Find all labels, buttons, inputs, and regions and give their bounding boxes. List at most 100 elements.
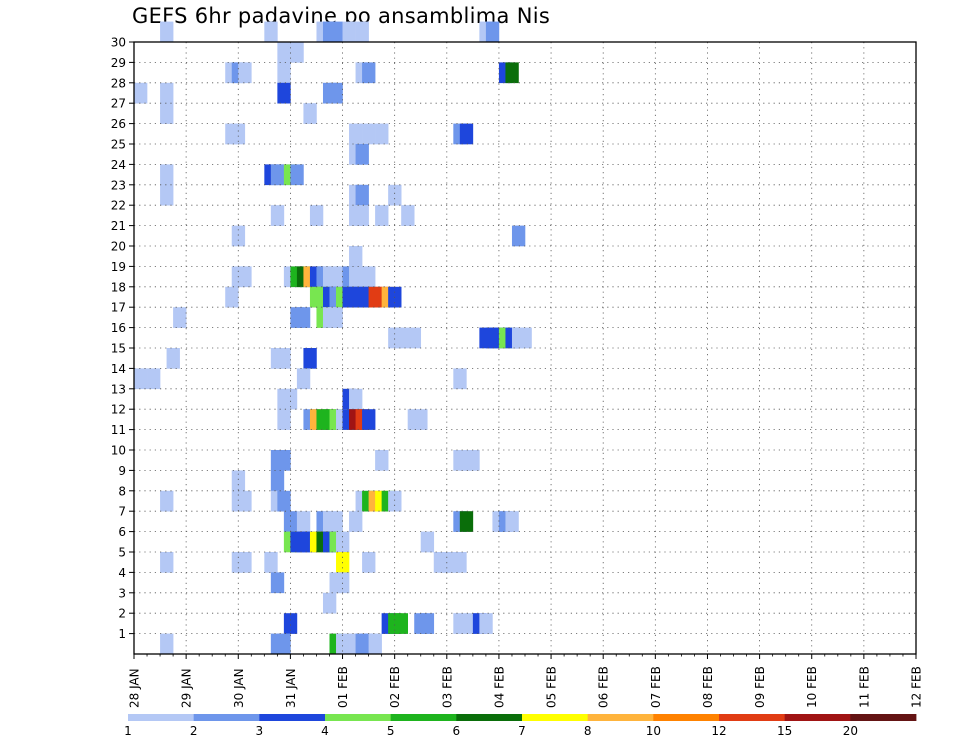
y-tick-label: 14 bbox=[111, 362, 126, 376]
heatmap-cell bbox=[296, 368, 311, 390]
legend-swatch bbox=[719, 714, 786, 721]
color-legend: 1 2 3 4 5 6 7 8 10 12 15 20 bbox=[124, 714, 917, 738]
y-tick-label: 20 bbox=[111, 240, 126, 254]
heatmap-cell bbox=[511, 225, 526, 247]
heatmap-cell bbox=[296, 511, 311, 532]
heatmap-cell bbox=[342, 21, 356, 43]
heatmap-cell bbox=[160, 633, 174, 655]
y-tick-label: 15 bbox=[111, 342, 126, 356]
y-tick-label: 26 bbox=[111, 117, 126, 131]
y-tick-label: 4 bbox=[118, 566, 126, 580]
heatmap-cell bbox=[270, 572, 285, 594]
heatmap-cell bbox=[166, 348, 180, 369]
heatmap-cell bbox=[505, 62, 519, 84]
legend-swatch bbox=[456, 714, 523, 721]
heatmap-cell bbox=[414, 409, 428, 430]
heatmap-cell bbox=[238, 552, 252, 573]
legend-label: 20 bbox=[843, 724, 858, 738]
y-tick-label: 27 bbox=[111, 97, 126, 111]
heatmap-cell bbox=[518, 327, 532, 349]
heatmap-cell bbox=[277, 82, 291, 104]
heatmap-cell bbox=[394, 613, 408, 634]
x-tick-label: 02 FEB bbox=[388, 666, 402, 708]
y-tick-label: 24 bbox=[111, 158, 126, 172]
heatmap-cell bbox=[160, 21, 174, 43]
legend-label: 8 bbox=[584, 724, 592, 738]
heatmap-cell bbox=[134, 368, 148, 390]
heatmap-cell bbox=[303, 348, 317, 369]
heatmap-cell bbox=[394, 327, 408, 349]
x-tick-label: 29 JAN bbox=[180, 668, 194, 708]
heatmap-cell bbox=[322, 592, 337, 614]
heatmap-cell bbox=[401, 205, 415, 226]
heatmap-cell bbox=[147, 368, 161, 390]
legend-label: 5 bbox=[387, 724, 395, 738]
heatmap-cell bbox=[277, 409, 291, 430]
y-tick-label: 9 bbox=[118, 464, 126, 478]
heatmap-cell bbox=[270, 470, 285, 492]
heatmap-cell bbox=[264, 552, 278, 573]
heatmap-cell bbox=[290, 164, 304, 186]
heatmap-cell bbox=[453, 613, 467, 634]
heatmap-cell bbox=[160, 103, 174, 124]
heatmap-cell bbox=[277, 633, 291, 655]
heatmap-cell bbox=[264, 21, 278, 43]
x-tick-label: 30 JAN bbox=[232, 668, 246, 708]
y-tick-label: 18 bbox=[111, 280, 126, 294]
x-tick-label: 09 FEB bbox=[753, 666, 767, 708]
heatmap-cell bbox=[453, 552, 467, 573]
heatmap-cell bbox=[505, 511, 519, 532]
x-tick-label: 07 FEB bbox=[649, 666, 663, 708]
y-tick-label: 28 bbox=[111, 76, 126, 90]
heatmap-cell bbox=[329, 511, 343, 532]
heatmap-cell bbox=[309, 205, 324, 226]
heatmap-cell bbox=[355, 205, 369, 226]
y-tick-label: 22 bbox=[111, 199, 126, 213]
legend-swatch bbox=[522, 714, 589, 721]
legend-swatch bbox=[259, 714, 326, 721]
y-tick-label: 11 bbox=[111, 423, 126, 437]
heatmap-cell bbox=[160, 82, 174, 104]
heatmap-cell bbox=[277, 62, 291, 84]
x-tick-label: 01 FEB bbox=[336, 666, 350, 708]
x-tick-label: 06 FEB bbox=[597, 666, 611, 708]
heatmap-cell bbox=[173, 307, 187, 328]
x-tick-label: 08 FEB bbox=[701, 666, 715, 708]
grid-lines bbox=[134, 42, 916, 654]
x-tick-label: 03 FEB bbox=[440, 666, 454, 708]
heatmap-cell bbox=[296, 307, 311, 328]
legend-swatch bbox=[193, 714, 260, 721]
heatmap-cell bbox=[231, 123, 246, 145]
heatmap-cell bbox=[290, 42, 304, 63]
heatmap-cell bbox=[453, 368, 467, 390]
x-tick-label: 31 JAN bbox=[284, 668, 298, 708]
heatmap-cell bbox=[277, 490, 291, 512]
heatmap-cell bbox=[362, 123, 376, 145]
x-tick-label: 05 FEB bbox=[545, 666, 559, 708]
legend-swatch bbox=[784, 714, 851, 721]
y-tick-label: 17 bbox=[111, 301, 126, 315]
heatmap-cell bbox=[375, 123, 389, 145]
heatmap-cell bbox=[231, 470, 246, 492]
legend-label: 6 bbox=[453, 724, 461, 738]
heatmap-cell bbox=[336, 633, 350, 655]
heatmap-cell bbox=[375, 205, 389, 226]
heatmap-cell bbox=[349, 511, 363, 532]
y-tick-label: 13 bbox=[111, 382, 126, 396]
legend-swatch bbox=[850, 714, 917, 721]
heatmap-cell bbox=[420, 531, 435, 553]
heatmap-cell bbox=[362, 266, 376, 288]
y-tick-label: 21 bbox=[111, 219, 126, 233]
heatmap-cell bbox=[238, 490, 252, 512]
heatmap-cell bbox=[160, 490, 174, 512]
x-axis: 28 JAN 29 JAN 30 JAN 31 JAN 01 FEB 02 FEB 03 F… bbox=[128, 654, 924, 708]
heatmap-cell bbox=[160, 164, 174, 186]
heatmap-cell bbox=[388, 184, 402, 206]
heatmap-cell bbox=[388, 490, 402, 512]
heatmap-cell bbox=[134, 82, 148, 104]
heatmap-cell bbox=[283, 388, 298, 410]
heatmap-cell bbox=[336, 572, 350, 594]
heatmap-cell bbox=[349, 246, 363, 267]
y-tick-label: 1 bbox=[118, 627, 126, 641]
y-tick-label: 10 bbox=[111, 444, 126, 458]
